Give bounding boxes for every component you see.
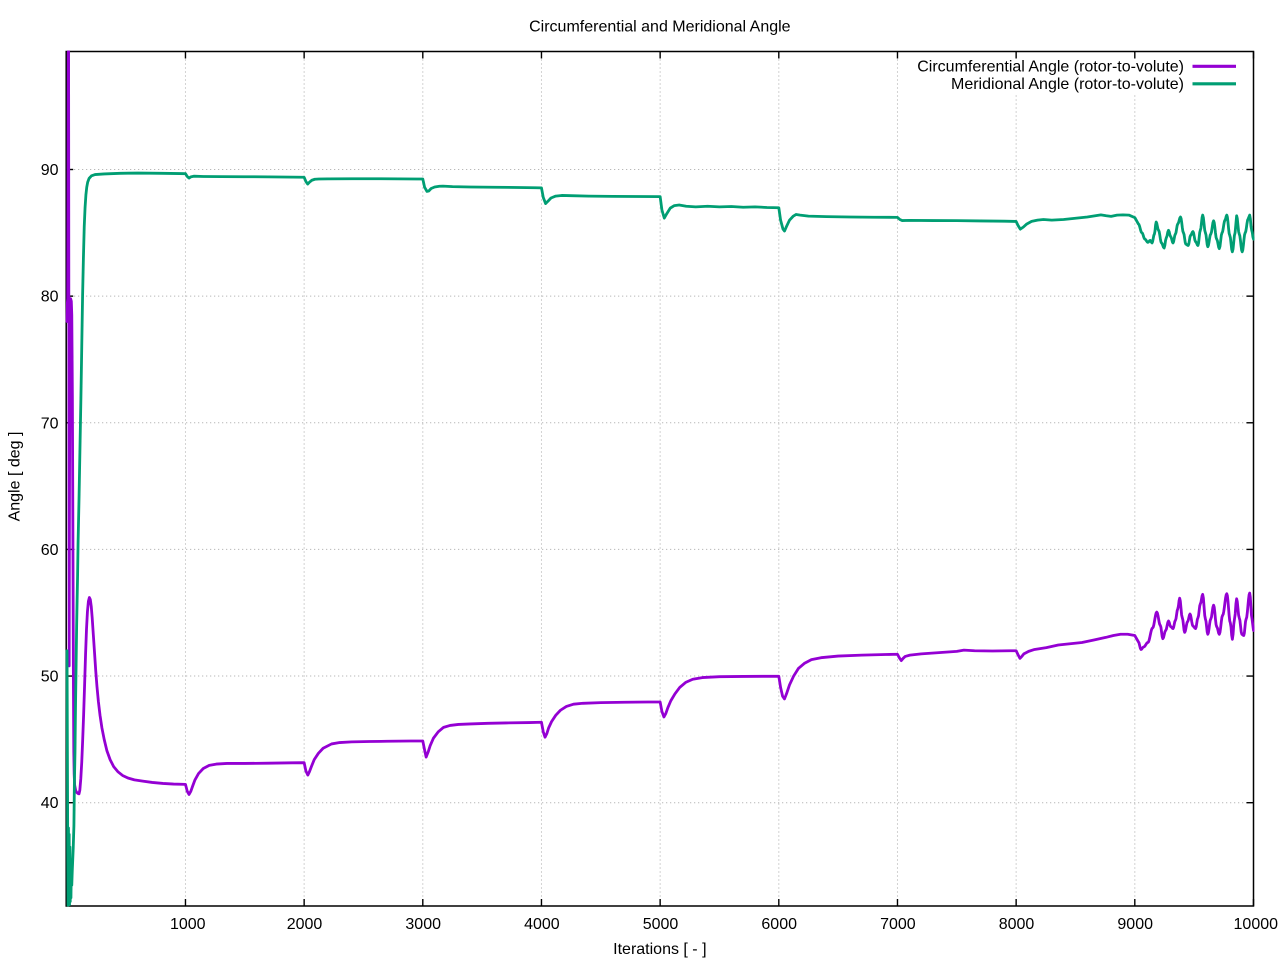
svg-text:2000: 2000: [287, 916, 323, 933]
svg-text:6000: 6000: [761, 916, 797, 933]
svg-text:5000: 5000: [643, 916, 679, 933]
svg-text:1000: 1000: [170, 916, 206, 933]
svg-text:8000: 8000: [999, 916, 1035, 933]
svg-text:Angle [ deg ]: Angle [ deg ]: [7, 432, 24, 522]
svg-text:4000: 4000: [524, 916, 560, 933]
svg-text:60: 60: [41, 542, 59, 559]
svg-text:7000: 7000: [880, 916, 916, 933]
svg-text:Circumferential Angle (rotor-t: Circumferential Angle (rotor-to-volute): [917, 59, 1184, 76]
svg-text:Circumferential and Meridional: Circumferential and Meridional Angle: [529, 19, 791, 36]
svg-text:9000: 9000: [1117, 916, 1153, 933]
svg-text:50: 50: [41, 669, 59, 686]
svg-text:70: 70: [41, 415, 59, 432]
svg-text:10000: 10000: [1234, 916, 1279, 933]
svg-text:90: 90: [41, 162, 59, 179]
svg-text:3000: 3000: [405, 916, 441, 933]
svg-text:Meridional Angle (rotor-to-vol: Meridional Angle (rotor-to-volute): [951, 76, 1184, 93]
svg-text:Iterations [ - ]: Iterations [ - ]: [613, 941, 706, 958]
svg-text:80: 80: [41, 289, 59, 306]
svg-text:40: 40: [41, 795, 59, 812]
